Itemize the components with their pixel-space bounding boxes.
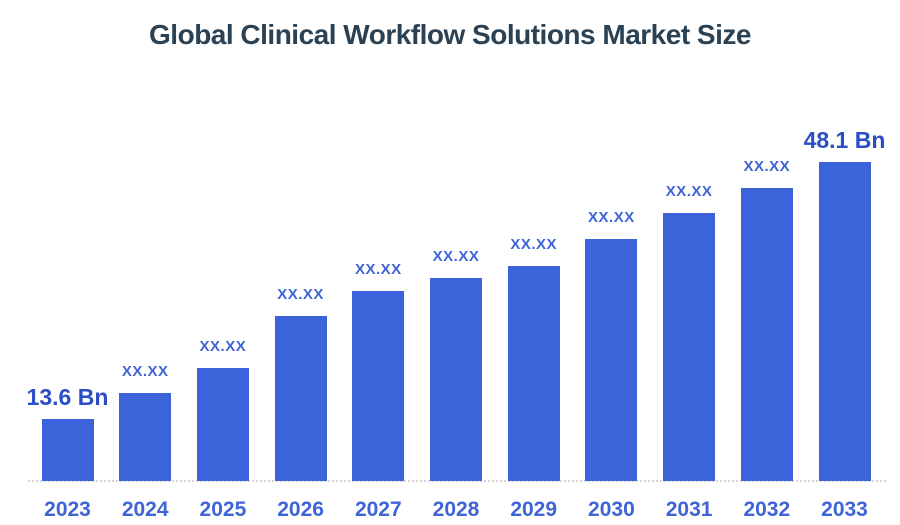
x-axis-tick-2025: 2025 (199, 498, 247, 521)
bar-value-label-2025: XX.XX (199, 338, 247, 355)
bar-2028 (430, 278, 482, 481)
x-axis-tick-2029: 2029 (510, 498, 558, 521)
x-axis-tick-2028: 2028 (432, 498, 480, 521)
bar-value-label-2027: XX.XX (354, 261, 402, 278)
bar-value-label-2030: XX.XX (588, 209, 635, 226)
bar-2027 (352, 291, 405, 481)
x-axis-tick-2026: 2026 (277, 498, 324, 521)
bar-value-label-2028: XX.XX (432, 248, 480, 265)
bar-2030 (585, 239, 638, 481)
x-axis-line (28, 480, 886, 482)
x-axis-tick-2031: 2031 (665, 498, 713, 521)
bar-value-label-2023: 13.6 Bn (26, 384, 109, 410)
x-axis-tick-2032: 2032 (743, 498, 791, 521)
bar-2024 (119, 393, 172, 481)
bar-value-label-2031: XX.XX (665, 183, 713, 200)
bar-value-label-2033: 48.1 Bn (803, 127, 886, 153)
bar-2025 (196, 368, 249, 481)
x-axis-tick-2027: 2027 (354, 498, 402, 521)
bar-2029 (507, 266, 560, 481)
bar-value-label-2029: XX.XX (510, 236, 558, 253)
x-axis-tick-2023: 2023 (44, 498, 91, 521)
x-axis-tick-2033: 2033 (821, 498, 868, 521)
bar-2026 (274, 316, 327, 481)
bar-value-label-2024: XX.XX (121, 363, 169, 380)
bar-2023 (41, 419, 94, 481)
bar-value-label-2032: XX.XX (743, 158, 791, 175)
bar-2033 (818, 162, 871, 481)
bar-2032 (740, 188, 793, 481)
chart-title: Global Clinical Workflow Solutions Marke… (149, 19, 751, 50)
bar-2031 (663, 213, 716, 481)
x-axis-tick-2024: 2024 (121, 498, 169, 521)
bar-value-label-2026: XX.XX (277, 286, 324, 303)
x-axis-tick-2030: 2030 (588, 498, 635, 521)
